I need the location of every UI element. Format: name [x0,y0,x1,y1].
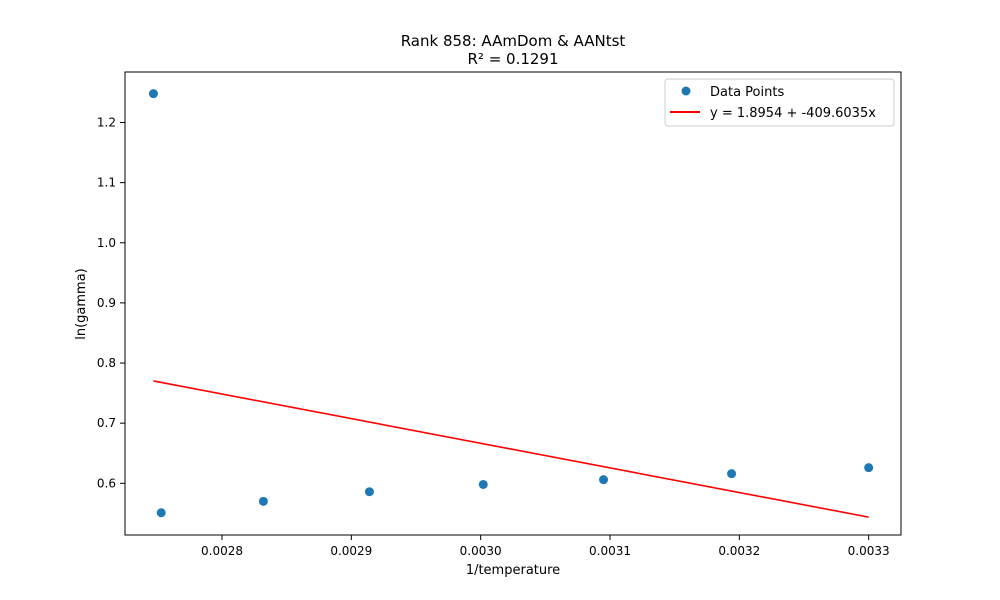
legend-label-data-points: Data Points [710,85,784,100]
data-point [364,487,374,497]
y-tick-label: 0.6 [97,476,116,490]
x-axis-label: 1/temperature [466,563,560,578]
x-tick-label: 0.0029 [330,544,372,558]
legend-box [664,78,895,127]
y-tick-label: 1.1 [97,176,116,190]
legend-label-fit-line: y = 1.8954 + -409.6035x [710,106,876,121]
data-point [599,475,609,485]
y-tick-label: 0.8 [97,356,116,370]
data-point [727,469,737,479]
y-tick-label: 1.0 [97,236,116,250]
x-tick-label: 0.0030 [460,544,502,558]
chart-subtitle: R² = 0.1291 [467,50,558,68]
regression-line-group [153,380,869,518]
legend: Data Points y = 1.8954 + -409.6035x [664,78,895,127]
y-axis-ticks: 0.6 0.7 0.8 0.9 1.0 1.1 1.2 [97,116,125,490]
data-point [148,89,158,99]
data-points-group [148,89,874,518]
plot-area-frame [124,71,902,536]
x-axis-ticks: 0.0028 0.0029 0.0030 0.0031 0.0032 0.0033 [201,535,890,558]
chart-title: Rank 858: AAmDom & AANtst [401,32,626,50]
regression-line [153,380,869,518]
y-tick-label: 1.2 [97,116,116,130]
x-tick-label: 0.0033 [848,544,890,558]
x-tick-label: 0.0028 [201,544,243,558]
x-tick-label: 0.0032 [718,544,760,558]
y-axis-label: ln(gamma) [74,268,89,340]
y-tick-label: 0.9 [97,296,116,310]
x-tick-label: 0.0031 [589,544,631,558]
legend-scatter-marker [681,86,691,96]
data-point [156,508,166,518]
data-point [258,496,268,506]
y-tick-label: 0.7 [97,416,116,430]
data-point [478,479,488,489]
data-point [864,463,874,473]
